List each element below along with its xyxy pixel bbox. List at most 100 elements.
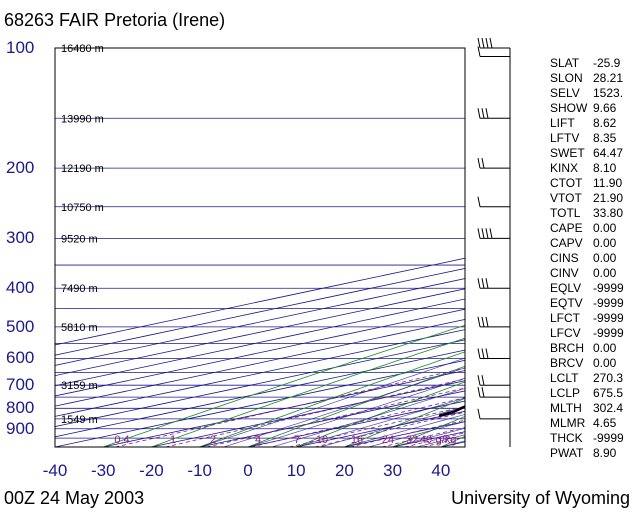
- isotherm-line: [199, 390, 465, 447]
- sounding-time: 00Z 24 May 2003: [4, 488, 145, 508]
- isotherm-line: [55, 329, 465, 417]
- index-key: TOTL: [550, 206, 581, 220]
- pressure-tick-label: 300: [6, 228, 35, 248]
- wind-barb: [477, 375, 510, 386]
- dry-adiabat-line: [151, 337, 465, 447]
- index-row: MLMR 4.65: [550, 416, 640, 431]
- mixing-ratio-label: 24: [382, 434, 394, 446]
- index-key: CTOT: [550, 176, 583, 190]
- index-row: THCK -9999: [550, 431, 640, 446]
- index-key: MLMR: [550, 416, 586, 430]
- pressure-tick-label: 500: [6, 316, 35, 336]
- index-row: CINV 0.00: [550, 266, 640, 281]
- height-label: 5810 m: [61, 322, 98, 334]
- index-key: SWET: [550, 146, 585, 160]
- temperature-tick-label: -20: [139, 461, 164, 480]
- index-value: -25.9: [593, 56, 621, 70]
- mixing-ratio-line: [115, 367, 465, 447]
- index-value: 8.90: [593, 446, 617, 460]
- pressure-tick-label: 600: [6, 348, 35, 368]
- index-key: LIFT: [550, 116, 575, 130]
- index-row: LCLP 675.5: [550, 386, 640, 401]
- mixing-ratio-label: g/kg: [436, 434, 457, 446]
- index-key: SHOW: [550, 101, 588, 115]
- index-row: LFCV -9999: [550, 326, 640, 341]
- mixing-ratio-label: 4: [255, 434, 261, 446]
- mixing-ratio-label: 7: [294, 434, 300, 446]
- index-key: LFCV: [550, 326, 581, 340]
- index-key: KINX: [550, 161, 579, 175]
- temperature-tick-label: -40: [42, 461, 68, 480]
- index-value: -9999: [593, 431, 624, 445]
- index-row: BRCV 0.00: [550, 356, 640, 371]
- moist-adiabat-line: [296, 397, 465, 447]
- wind-barb: [477, 348, 510, 359]
- index-key: VTOT: [550, 191, 582, 205]
- pressure-tick-label: 700: [6, 375, 35, 395]
- pressure-tick-label: 900: [6, 418, 35, 438]
- wind-barb: [477, 108, 510, 119]
- index-row: LFTV 8.35: [550, 131, 640, 146]
- index-row: KINX 8.10: [550, 161, 640, 176]
- isotherm-line: [247, 400, 465, 447]
- height-label: 13990 m: [61, 113, 104, 125]
- index-key: LCLP: [550, 386, 581, 400]
- index-key: SLON: [550, 71, 583, 85]
- index-key: LFCT: [550, 311, 580, 325]
- index-value: 8.35: [593, 131, 617, 145]
- mixing-ratio-label: 0.4: [114, 434, 129, 446]
- index-row: LIFT 8.62: [550, 116, 640, 131]
- index-key: CAPV: [550, 236, 583, 250]
- wind-barb: [477, 46, 510, 57]
- index-key: CAPE: [550, 221, 583, 235]
- index-key: LFTV: [550, 131, 580, 145]
- index-value: -9999: [593, 296, 624, 310]
- index-value: 0.00: [593, 236, 617, 250]
- mixing-ratio-line: [314, 411, 465, 447]
- isotherm-line: [55, 349, 465, 438]
- index-value: 0.00: [593, 356, 617, 370]
- index-row: LFCT -9999: [550, 311, 640, 326]
- mixing-ratio-label: 10: [316, 434, 328, 446]
- index-row: CAPE 0.00: [550, 221, 640, 236]
- dry-adiabat-line: [247, 365, 465, 447]
- index-row: LCLT 270.3: [550, 371, 640, 386]
- isotherm-line: [296, 410, 465, 447]
- index-row: SLON 28.21: [550, 71, 640, 86]
- index-value: 270.3: [593, 371, 624, 385]
- height-label: 10750 m: [61, 202, 104, 214]
- isotherm-line: [55, 278, 465, 366]
- mixing-ratio-line: [381, 426, 465, 447]
- pressure-tick-label: 100: [6, 38, 35, 57]
- index-key: CINS: [550, 251, 579, 265]
- index-value: -9999: [593, 281, 624, 295]
- index-key: PWAT: [550, 446, 584, 460]
- isotherm-line: [55, 257, 465, 346]
- index-value: 9.66: [593, 101, 617, 115]
- height-label: 3159 m: [61, 380, 98, 392]
- isotherm-line: [55, 298, 465, 387]
- index-value: 33.80: [593, 206, 624, 220]
- index-value: 21.90: [593, 191, 624, 205]
- isotherm-line: [55, 288, 465, 377]
- mixing-ratio-label: 16: [351, 434, 363, 446]
- index-value: 8.62: [593, 116, 617, 130]
- height-label: 7490 m: [61, 283, 98, 295]
- dry-adiabat-line: [392, 416, 465, 447]
- wind-barb: [477, 228, 510, 239]
- mixing-ratio-line: [289, 405, 465, 447]
- dry-adiabat-line: [344, 397, 465, 447]
- index-key: LCLT: [550, 371, 579, 385]
- index-row: CAPV 0.00: [550, 236, 640, 251]
- height-label: 9520 m: [61, 233, 98, 245]
- temperature-tick-label: -10: [187, 461, 212, 480]
- index-key: BRCH: [550, 341, 585, 355]
- plot-frame: [54, 47, 466, 448]
- height-label: 16480 m: [61, 43, 104, 55]
- temperature-tick-label: 30: [383, 461, 403, 480]
- mixing-ratio-line: [349, 419, 465, 447]
- index-key: BRCV: [550, 356, 584, 370]
- wind-barb: [477, 387, 510, 398]
- moist-adiabat-line: [223, 367, 465, 447]
